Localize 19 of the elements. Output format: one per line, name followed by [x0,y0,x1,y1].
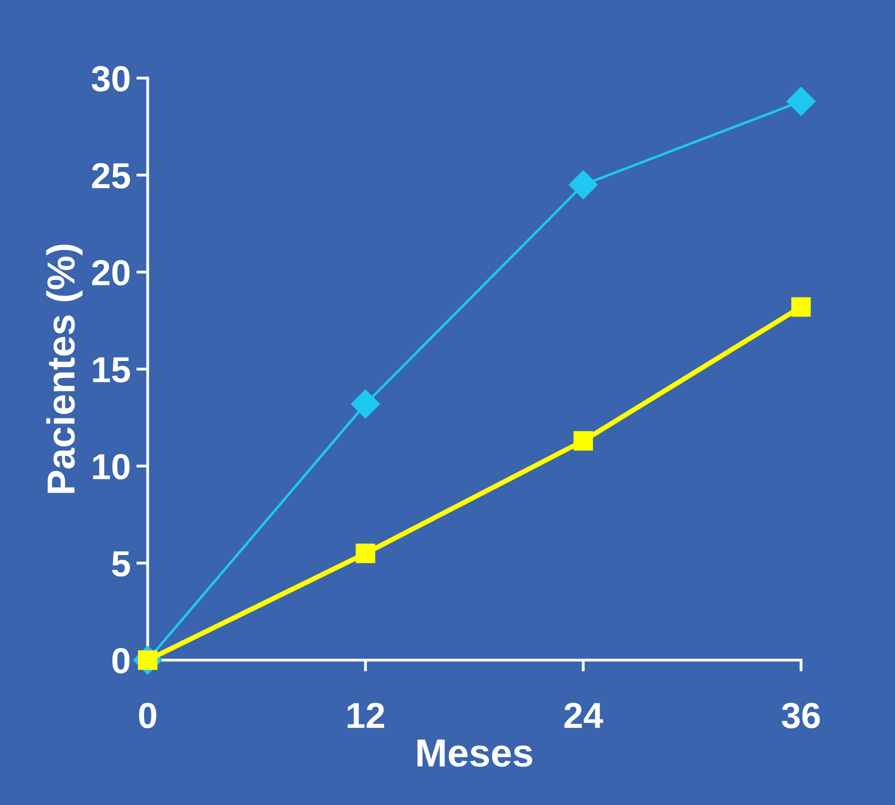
point [356,544,376,564]
x-tick-label: 0 [139,702,156,728]
y-tick-label: 0 [112,648,130,674]
point [786,86,816,116]
x-tick-label: 12 [348,702,384,728]
y-tick-label: 25 [92,162,130,189]
point [568,170,598,200]
y-tick-label: 15 [93,357,130,383]
y-tick-label: 20 [92,260,130,286]
x-axis-title: Meses [418,740,532,767]
x-tick-label: 36 [782,702,820,728]
point [574,431,593,451]
point [351,390,380,418]
point [791,297,811,317]
y-tick-label: 10 [93,454,130,480]
y-axis-title: Pacientes (%) [46,244,83,493]
y-tick-label: 5 [112,551,130,577]
x-tick-label: 24 [564,702,604,728]
y-tick-label: 30 [92,66,130,92]
